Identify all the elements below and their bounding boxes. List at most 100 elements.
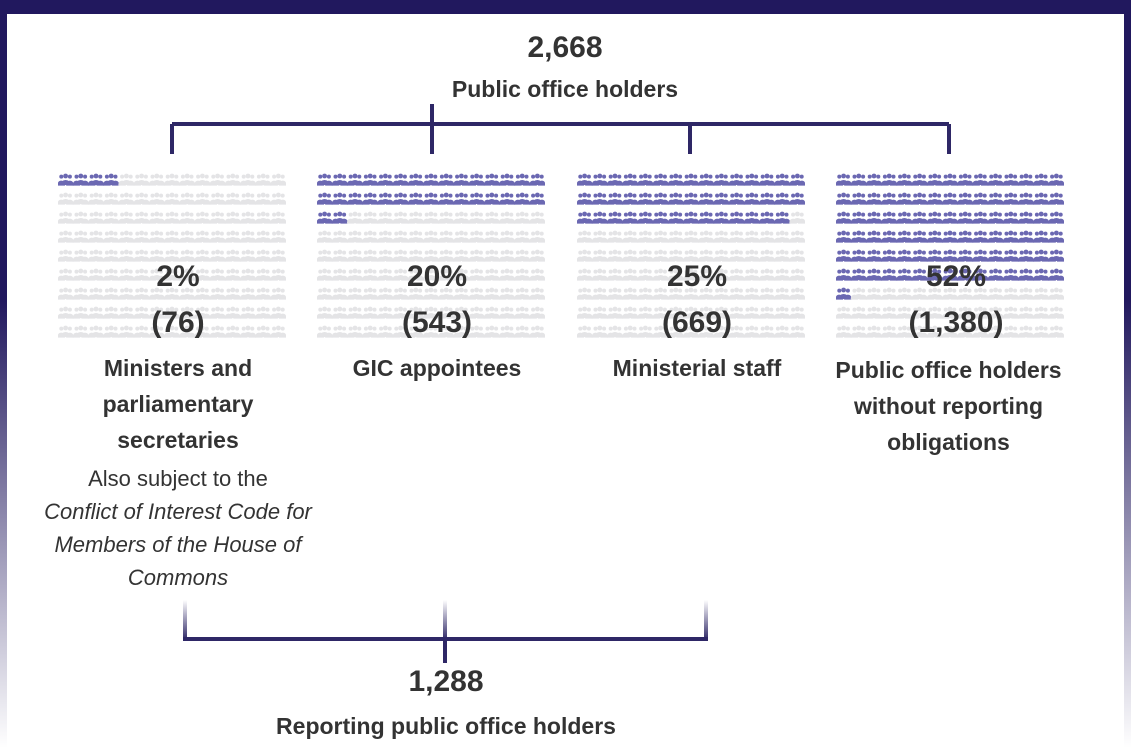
people-group-icon bbox=[1002, 230, 1019, 243]
people-group-icon bbox=[453, 306, 470, 319]
people-group-icon bbox=[148, 211, 165, 224]
people-group-icon bbox=[529, 211, 546, 224]
people-group-icon bbox=[422, 173, 440, 186]
people-group-icon bbox=[438, 173, 455, 186]
people-group-icon bbox=[529, 268, 546, 281]
people-group-icon bbox=[1033, 268, 1050, 281]
people-group-icon bbox=[362, 287, 379, 300]
group-name: GIC appointees bbox=[352, 355, 522, 381]
people-group-icon bbox=[468, 173, 485, 186]
people-group-icon bbox=[224, 173, 241, 186]
people-group-icon bbox=[331, 192, 348, 205]
people-group-icon bbox=[133, 268, 150, 281]
people-group-icon bbox=[743, 268, 760, 281]
people-group-icon bbox=[453, 230, 470, 243]
people-group-icon bbox=[316, 211, 333, 224]
people-group-icon bbox=[514, 325, 531, 338]
people-group-icon bbox=[743, 306, 760, 319]
people-group-icon bbox=[652, 268, 669, 281]
people-group-icon bbox=[346, 230, 364, 243]
people-group-icon bbox=[422, 306, 440, 319]
people-group-icon bbox=[758, 249, 776, 262]
people-group-icon bbox=[87, 325, 105, 338]
people-group-icon bbox=[331, 230, 348, 243]
people-group-icon bbox=[911, 325, 928, 338]
people-group-icon bbox=[591, 173, 608, 186]
people-group-icon bbox=[1048, 325, 1065, 338]
people-group-icon bbox=[377, 287, 394, 300]
people-group-icon bbox=[972, 325, 989, 338]
people-group-icon bbox=[713, 268, 730, 281]
people-group-icon bbox=[896, 249, 913, 262]
people-group-icon bbox=[407, 211, 424, 224]
people-group-icon bbox=[728, 268, 745, 281]
people-group-icon bbox=[179, 230, 196, 243]
people-group-icon bbox=[377, 230, 394, 243]
people-group-icon bbox=[316, 173, 333, 186]
people-group-icon bbox=[1002, 249, 1019, 262]
people-group-icon bbox=[453, 287, 470, 300]
people-group-icon bbox=[239, 211, 257, 224]
people-group-icon bbox=[422, 268, 440, 281]
people-group-icon bbox=[591, 230, 608, 243]
people-group-icon bbox=[1002, 325, 1019, 338]
people-group-icon bbox=[72, 211, 89, 224]
people-group-icon bbox=[865, 268, 883, 281]
people-group-icon bbox=[576, 268, 593, 281]
people-group-icon bbox=[483, 306, 500, 319]
people-group-icon bbox=[728, 325, 745, 338]
people-group-icon bbox=[896, 173, 913, 186]
people-group-icon bbox=[682, 268, 700, 281]
people-group-icon bbox=[438, 325, 455, 338]
people-group-icon bbox=[713, 192, 730, 205]
people-group-icon bbox=[835, 249, 852, 262]
people-group-icon bbox=[103, 268, 120, 281]
people-group-icon bbox=[407, 325, 424, 338]
people-group-icon bbox=[133, 211, 150, 224]
people-group-icon bbox=[713, 287, 730, 300]
people-group-icon bbox=[255, 325, 272, 338]
people-group-icon bbox=[392, 268, 409, 281]
people-group-icon bbox=[667, 306, 684, 319]
people-group-icon bbox=[163, 249, 181, 262]
group-name: Ministerial staff bbox=[612, 355, 782, 381]
people-group-icon bbox=[377, 268, 394, 281]
people-group-icon bbox=[1033, 230, 1050, 243]
people-group-icon bbox=[637, 306, 654, 319]
people-group-icon bbox=[987, 287, 1004, 300]
people-group-icon bbox=[698, 287, 715, 300]
people-group-icon bbox=[774, 306, 791, 319]
people-group-icon bbox=[255, 173, 272, 186]
people-group-icon bbox=[865, 192, 883, 205]
people-group-icon bbox=[209, 268, 226, 281]
people-group-icon bbox=[57, 306, 74, 319]
people-group-icon bbox=[774, 211, 791, 224]
group-percent: 20% bbox=[406, 260, 468, 293]
people-group-icon bbox=[103, 287, 120, 300]
people-group-icon bbox=[881, 173, 898, 186]
people-group-icon bbox=[926, 230, 943, 243]
people-group-icon bbox=[881, 268, 898, 281]
people-group-icon bbox=[682, 211, 700, 224]
people-group-icon bbox=[652, 230, 669, 243]
people-group-icon bbox=[743, 230, 760, 243]
people-group-icon bbox=[987, 268, 1004, 281]
people-group-icon bbox=[972, 287, 989, 300]
people-group-icon bbox=[1048, 249, 1065, 262]
people-group-icon bbox=[163, 306, 181, 319]
reporting-label: Reporting public office holders bbox=[276, 713, 616, 739]
people-group-icon bbox=[362, 249, 379, 262]
people-group-icon bbox=[652, 249, 669, 262]
people-group-icon bbox=[789, 249, 806, 262]
people-group-icon bbox=[163, 192, 181, 205]
people-group-icon bbox=[591, 287, 608, 300]
people-group-icon bbox=[133, 306, 150, 319]
people-group-icon bbox=[148, 249, 165, 262]
people-group-icon bbox=[576, 249, 593, 262]
people-group-icon bbox=[652, 192, 669, 205]
people-icon-grid bbox=[316, 173, 546, 338]
people-group-icon bbox=[637, 173, 654, 186]
people-group-icon bbox=[881, 249, 898, 262]
people-group-icon bbox=[103, 306, 120, 319]
people-group-icon bbox=[118, 249, 135, 262]
